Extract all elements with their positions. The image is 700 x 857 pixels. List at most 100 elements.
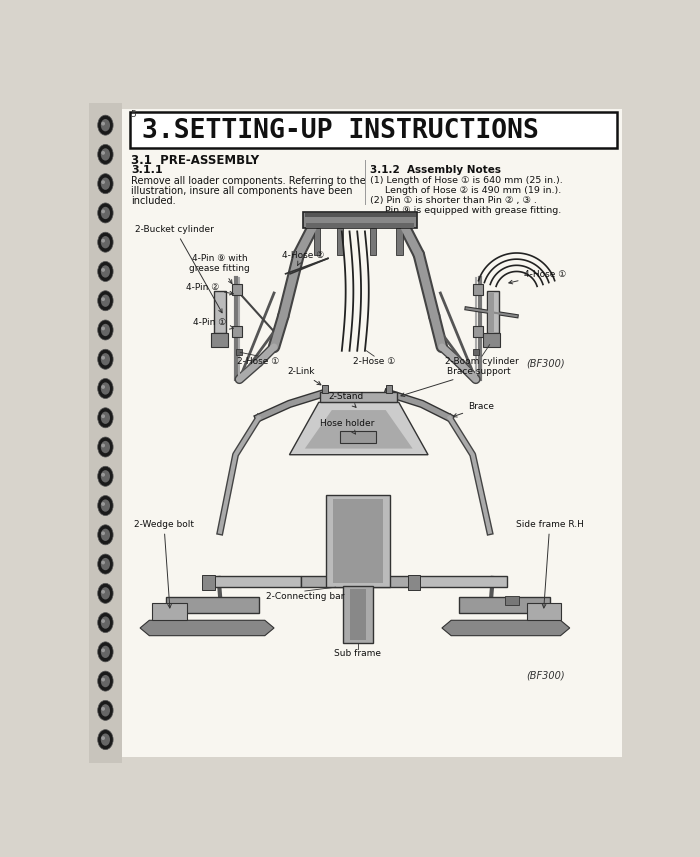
Bar bbox=[386, 386, 392, 393]
Bar bbox=[321, 392, 398, 403]
Text: 5: 5 bbox=[130, 110, 136, 119]
Bar bbox=[473, 327, 484, 337]
Ellipse shape bbox=[98, 584, 113, 603]
Bar bbox=[209, 577, 301, 587]
Bar bbox=[214, 291, 226, 333]
Ellipse shape bbox=[98, 379, 113, 399]
Ellipse shape bbox=[101, 529, 110, 541]
Text: Pin ⑨ is equipped with grease fitting.: Pin ⑨ is equipped with grease fitting. bbox=[370, 206, 561, 215]
Bar bbox=[130, 112, 617, 148]
Ellipse shape bbox=[101, 382, 110, 395]
Bar bbox=[396, 228, 402, 255]
Ellipse shape bbox=[102, 444, 105, 447]
Text: 2-Bucket cylinder: 2-Bucket cylinder bbox=[135, 225, 222, 313]
Bar bbox=[307, 223, 414, 228]
Ellipse shape bbox=[101, 177, 110, 190]
Bar bbox=[211, 333, 228, 347]
Polygon shape bbox=[442, 620, 570, 636]
Ellipse shape bbox=[102, 180, 105, 184]
Bar bbox=[314, 228, 321, 255]
Ellipse shape bbox=[102, 649, 105, 652]
Ellipse shape bbox=[101, 704, 110, 716]
Ellipse shape bbox=[98, 642, 113, 662]
Ellipse shape bbox=[101, 411, 110, 424]
Ellipse shape bbox=[102, 619, 105, 623]
Bar bbox=[202, 575, 215, 590]
Bar bbox=[322, 386, 328, 393]
Bar bbox=[332, 500, 384, 583]
Ellipse shape bbox=[101, 324, 110, 336]
Ellipse shape bbox=[101, 440, 110, 453]
Text: 4-Pin ①: 4-Pin ① bbox=[193, 318, 233, 329]
Ellipse shape bbox=[101, 295, 110, 307]
Ellipse shape bbox=[102, 239, 105, 243]
Text: (2) Pin ① is shorter than Pin ② , ③ .: (2) Pin ① is shorter than Pin ② , ③ . bbox=[370, 196, 537, 205]
Text: 4-Hose ②: 4-Hose ② bbox=[281, 251, 324, 266]
Text: 2-Boom cylinder: 2-Boom cylinder bbox=[445, 357, 519, 366]
Text: 3.1.1: 3.1.1 bbox=[131, 165, 162, 175]
Bar bbox=[415, 577, 508, 587]
Ellipse shape bbox=[98, 671, 113, 691]
Ellipse shape bbox=[101, 266, 110, 278]
Bar bbox=[305, 213, 416, 217]
Ellipse shape bbox=[101, 734, 110, 746]
Bar bbox=[90, 103, 122, 763]
Ellipse shape bbox=[98, 320, 113, 340]
Ellipse shape bbox=[98, 232, 113, 252]
Text: 3.1.2  Assembly Notes: 3.1.2 Assembly Notes bbox=[370, 165, 501, 175]
Ellipse shape bbox=[102, 122, 105, 126]
Text: Side frame R.H: Side frame R.H bbox=[516, 519, 584, 608]
Bar bbox=[153, 603, 187, 620]
Ellipse shape bbox=[102, 151, 105, 155]
Polygon shape bbox=[167, 597, 258, 613]
Text: 3.1  PRE-ASSEMBLY: 3.1 PRE-ASSEMBLY bbox=[131, 154, 259, 167]
Ellipse shape bbox=[98, 174, 113, 194]
Ellipse shape bbox=[98, 203, 113, 223]
Bar bbox=[408, 575, 420, 590]
Bar bbox=[232, 284, 242, 295]
Ellipse shape bbox=[102, 473, 105, 476]
Text: illustration, insure all components have been: illustration, insure all components have… bbox=[131, 186, 352, 196]
Ellipse shape bbox=[98, 437, 113, 457]
Bar bbox=[344, 586, 372, 644]
Ellipse shape bbox=[101, 587, 110, 600]
Ellipse shape bbox=[102, 560, 105, 565]
Ellipse shape bbox=[102, 297, 105, 301]
Text: 2-Stand: 2-Stand bbox=[328, 393, 363, 407]
Polygon shape bbox=[140, 620, 274, 636]
Ellipse shape bbox=[98, 115, 113, 135]
Ellipse shape bbox=[98, 524, 113, 545]
Text: 4-Hose ①: 4-Hose ① bbox=[509, 270, 566, 284]
Ellipse shape bbox=[102, 678, 105, 681]
Ellipse shape bbox=[102, 385, 105, 389]
Ellipse shape bbox=[101, 470, 110, 482]
Ellipse shape bbox=[101, 675, 110, 687]
Text: 4-Pin ⑨ with
grease fitting: 4-Pin ⑨ with grease fitting bbox=[189, 254, 250, 284]
Ellipse shape bbox=[101, 353, 110, 365]
Bar bbox=[526, 603, 561, 620]
Ellipse shape bbox=[98, 145, 113, 165]
Ellipse shape bbox=[101, 148, 110, 160]
Text: Brace support: Brace support bbox=[401, 367, 511, 397]
Ellipse shape bbox=[102, 356, 105, 360]
Ellipse shape bbox=[102, 707, 105, 710]
Ellipse shape bbox=[98, 554, 113, 574]
Text: Length of Hose ② is 490 mm (19 in.).: Length of Hose ② is 490 mm (19 in.). bbox=[370, 186, 561, 195]
Text: (BF300): (BF300) bbox=[526, 670, 565, 680]
Bar bbox=[486, 291, 499, 333]
Text: Remove all loader components. Referring to the: Remove all loader components. Referring … bbox=[131, 176, 365, 186]
Bar bbox=[484, 333, 500, 347]
Bar bbox=[473, 284, 484, 295]
Bar bbox=[340, 431, 377, 443]
Ellipse shape bbox=[98, 495, 113, 516]
Ellipse shape bbox=[98, 613, 113, 632]
Ellipse shape bbox=[101, 119, 110, 131]
Text: Sub frame: Sub frame bbox=[335, 649, 382, 658]
Bar bbox=[473, 350, 479, 356]
Ellipse shape bbox=[102, 502, 105, 506]
Text: 4-Pin ②: 4-Pin ② bbox=[186, 283, 233, 295]
Ellipse shape bbox=[102, 590, 105, 594]
Bar bbox=[326, 494, 389, 587]
Bar bbox=[301, 577, 415, 587]
Bar bbox=[349, 590, 367, 639]
